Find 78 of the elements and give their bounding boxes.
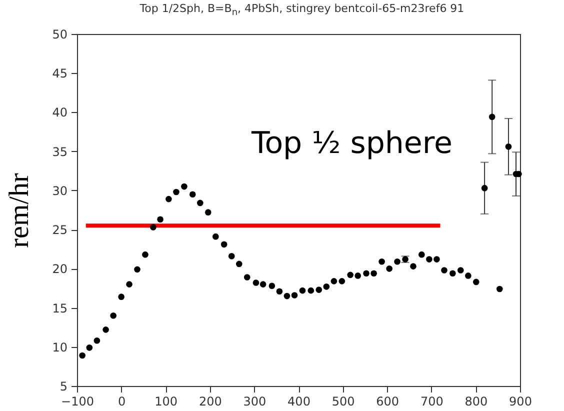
point — [299, 287, 306, 294]
point — [338, 278, 346, 284]
annotation: Top ½ sphere — [250, 126, 453, 161]
x-tick-label: 500 — [332, 394, 355, 408]
point — [472, 278, 480, 286]
point — [94, 337, 100, 344]
y-tick-label: 40 — [52, 106, 68, 120]
point — [126, 281, 132, 288]
point — [450, 270, 456, 277]
point — [330, 278, 338, 284]
point — [386, 266, 392, 272]
point — [354, 272, 362, 279]
point — [370, 270, 377, 277]
point — [316, 286, 322, 293]
point — [394, 258, 400, 265]
point — [252, 280, 260, 286]
point — [102, 326, 109, 333]
point — [79, 352, 86, 359]
point — [268, 282, 276, 290]
point — [378, 258, 385, 265]
y-tick-label: 25 — [52, 223, 68, 238]
y-tick-label: 45 — [52, 66, 68, 81]
point — [347, 272, 354, 278]
point — [505, 143, 512, 150]
point — [150, 224, 156, 230]
point — [212, 233, 219, 240]
point — [465, 272, 472, 279]
point — [426, 256, 432, 262]
point — [228, 252, 235, 260]
x-tick-label: 0 — [118, 394, 126, 408]
point — [481, 184, 488, 192]
y-tick-label: 10 — [52, 340, 68, 354]
y-tick-label: 30 — [52, 184, 68, 198]
point — [189, 191, 196, 198]
y-tick-label: 35 — [52, 144, 68, 159]
x-tick-label: 200 — [198, 394, 222, 408]
point — [220, 241, 228, 248]
point — [181, 183, 188, 190]
point — [260, 281, 266, 288]
y-tick-label: 5 — [60, 380, 68, 394]
point — [410, 263, 416, 270]
point — [157, 216, 164, 223]
point — [166, 196, 172, 202]
point — [110, 312, 116, 319]
point — [276, 288, 283, 295]
point — [496, 286, 503, 292]
point — [134, 266, 140, 273]
point — [284, 292, 290, 300]
x-tick-label: 100 — [154, 394, 178, 408]
y-tick-label: 20 — [52, 262, 68, 276]
point — [142, 251, 148, 258]
point — [323, 284, 330, 290]
x-tick-label: −100 — [61, 394, 94, 408]
x-tick-label: 900 — [509, 394, 532, 408]
point — [363, 270, 370, 277]
y-tick-label: 50 — [52, 28, 68, 42]
y-tick-label: 15 — [52, 301, 68, 316]
point — [204, 209, 212, 216]
point — [244, 274, 250, 280]
point — [236, 260, 242, 268]
point — [173, 188, 180, 196]
x-tick-label: 700 — [420, 394, 444, 408]
point — [308, 287, 314, 294]
point — [86, 344, 93, 351]
y-axis-title: rem/hr — [4, 172, 36, 248]
x-tick-label: 400 — [288, 394, 310, 408]
point — [196, 200, 204, 206]
x-tick-label: 600 — [376, 394, 400, 408]
point — [488, 114, 496, 120]
point — [441, 267, 448, 274]
point — [118, 294, 124, 300]
point — [291, 292, 298, 298]
point — [418, 251, 425, 258]
point — [434, 256, 440, 262]
x-tick-label: 800 — [464, 394, 488, 408]
chart-title: Top 1/2Sph, B=B$_{n}$, 4PbSh, stingrey bentcoil-65-m23ref6 91 — [138, 1, 466, 18]
x-tick-label: 300 — [243, 394, 266, 408]
point — [457, 267, 464, 274]
